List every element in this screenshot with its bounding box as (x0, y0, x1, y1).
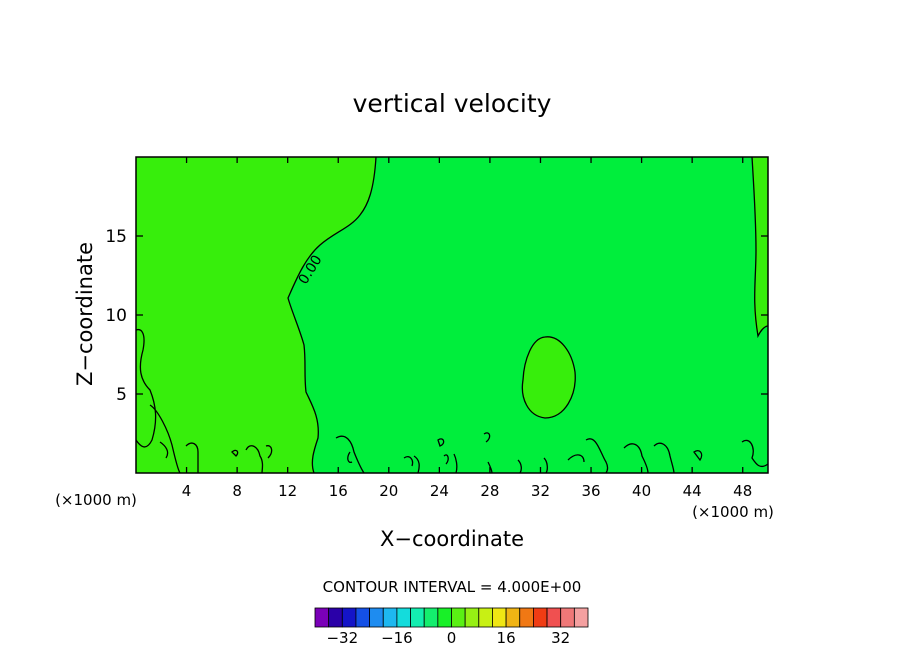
zero-contour-surface (149, 404, 769, 474)
x-tick-label: 24 (430, 482, 449, 500)
y-tick-label: 10 (105, 306, 127, 326)
colorbar-swatch (410, 607, 425, 628)
colorbar-swatch (478, 607, 493, 628)
colorbar-swatch (560, 607, 575, 628)
x-tick-label: 28 (480, 482, 499, 500)
colorbar-swatch (369, 607, 384, 628)
colorbar-tick-label: −16 (381, 629, 413, 647)
chart-title: vertical velocity (353, 89, 552, 118)
colorbar-tick-label: −32 (326, 629, 358, 647)
colorbar-swatch (423, 607, 439, 628)
contour-interval-text: CONTOUR INTERVAL = 4.000E+00 (323, 578, 582, 596)
colorbar-tick-label: 32 (551, 629, 570, 647)
x-tick-label: 44 (683, 482, 702, 500)
x-tick-label: 12 (278, 482, 297, 500)
colorbar-tick-label: 0 (447, 629, 457, 647)
y-axis-label: Z−coordinate (73, 242, 97, 386)
colorbar-swatch (533, 607, 548, 628)
colorbar-swatch (382, 607, 398, 628)
y-axis: 5 10 15 (105, 227, 768, 405)
colorbar-swatch (451, 607, 466, 628)
x-tick-label: 20 (379, 482, 398, 500)
colorbar-swatch (396, 607, 411, 628)
y-tick-label: 5 (116, 385, 127, 405)
colorbar-swatch (355, 607, 371, 628)
x-tick-label: 16 (329, 482, 348, 500)
colorbar-swatch (546, 607, 562, 628)
colorbar-swatch (519, 607, 534, 628)
contour-lines (135, 156, 769, 474)
zero-contour-southwest (135, 328, 157, 448)
colorbar-swatch (437, 607, 452, 628)
zero-contour-west (287, 156, 377, 474)
colorbar-swatch (464, 607, 480, 628)
positive-region-cell (522, 336, 576, 418)
x-tick-label: 48 (733, 482, 752, 500)
colorbar-swatch (314, 607, 330, 628)
colorbar-swatch (492, 607, 507, 628)
zero-contour-cell (521, 336, 576, 419)
positive-region-west (136, 157, 376, 473)
positive-region-east (752, 157, 768, 336)
x-tick-label: 40 (632, 482, 651, 500)
x-axis-label: X−coordinate (380, 527, 524, 551)
x-tick-label: 36 (581, 482, 600, 500)
x-unit-left: (×1000 m) (55, 491, 137, 509)
zero-contour-east (751, 156, 769, 339)
colorbar: −32 −16 0 16 32 (314, 607, 589, 647)
y-tick-label: 15 (105, 227, 127, 247)
x-axis: 4 8 12 16 20 24 28 32 36 40 44 48 (182, 157, 752, 500)
colorbar-swatch (328, 607, 343, 628)
x-tick-label: 4 (182, 482, 192, 500)
x-tick-label: 32 (531, 482, 550, 500)
colorbar-swatch (573, 607, 589, 628)
colorbar-tick-label: 16 (497, 629, 516, 647)
colorbar-swatch (341, 607, 357, 628)
colorbar-swatch (505, 607, 521, 628)
x-unit-right: (×1000 m) (692, 503, 774, 521)
x-tick-label: 8 (232, 482, 242, 500)
